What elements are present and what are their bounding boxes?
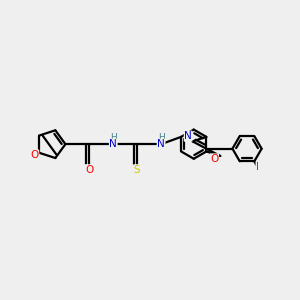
Text: S: S (134, 165, 140, 175)
Text: I: I (256, 162, 259, 172)
Text: O: O (31, 150, 39, 160)
Text: N: N (157, 139, 165, 149)
Text: N: N (110, 139, 117, 149)
Text: O: O (210, 154, 218, 164)
Text: H: H (158, 133, 164, 142)
Text: N: N (184, 131, 192, 141)
Text: H: H (110, 133, 117, 142)
Text: O: O (85, 165, 94, 175)
